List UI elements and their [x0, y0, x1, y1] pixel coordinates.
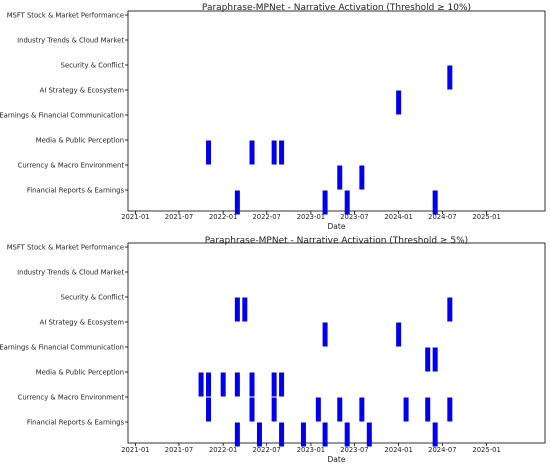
y-tick-label: Industry Trends & Cloud Market: [17, 37, 124, 45]
x-tick-label: 2021-07: [165, 446, 193, 454]
y-tick-label: Financial Reports & Earnings: [27, 419, 125, 427]
y-tick-label: Security & Conflict: [61, 62, 125, 70]
event-bar: [279, 140, 285, 165]
y-tick-label: AI Strategy & Ecosystem: [40, 87, 125, 95]
event-bar: [300, 422, 306, 447]
x-tick-label: 2024-01: [384, 446, 412, 454]
event-bar: [242, 297, 248, 322]
event-bar: [432, 347, 438, 372]
chart-panel-2: Paraphrase-MPNet - Narrative Activation …: [0, 236, 546, 464]
event-bar: [249, 397, 255, 422]
x-tick-label: 2023-01: [297, 213, 325, 221]
y-tick-label: Currency & Macro Environment: [18, 162, 125, 170]
y-tick-label: Earnings & Financial Communication: [0, 112, 124, 120]
event-bar: [359, 397, 365, 422]
event-bar: [344, 422, 350, 447]
event-bar: [206, 397, 212, 422]
event-bar: [359, 165, 365, 190]
x-axis-label: Date: [328, 222, 346, 231]
event-bar: [447, 397, 453, 422]
event-bar: [234, 297, 240, 322]
x-tick-label: 2022-07: [252, 446, 280, 454]
x-tick-label: 2025-01: [472, 213, 500, 221]
event-bar: [249, 372, 255, 397]
event-bar: [279, 372, 285, 397]
y-tick-label: Media & Public Perception: [36, 369, 124, 377]
y-tick-label: Financial Reports & Earnings: [27, 187, 125, 195]
plot-frame: [127, 242, 546, 444]
chart-title: Paraphrase-MPNet - Narrative Activation …: [202, 3, 471, 13]
event-bar: [206, 372, 212, 397]
event-bar: [337, 165, 343, 190]
x-tick-label: 2023-07: [340, 213, 368, 221]
event-bar: [403, 397, 409, 422]
x-tick-label: 2023-07: [340, 446, 368, 454]
x-tick-label: 2023-01: [297, 446, 325, 454]
event-bar: [315, 397, 321, 422]
event-bar: [432, 422, 438, 447]
event-bar: [337, 397, 343, 422]
event-bar: [271, 140, 277, 165]
x-axis-label: Date: [328, 455, 346, 464]
event-bar: [206, 140, 212, 165]
event-bar: [447, 297, 453, 322]
x-tick-label: 2022-01: [209, 446, 237, 454]
y-tick-label: MSFT Stock & Market Performance: [7, 12, 124, 20]
event-bar: [234, 190, 240, 215]
y-tick-label: Security & Conflict: [61, 294, 125, 302]
x-tick-label: 2021-01: [121, 446, 149, 454]
y-tick-label: Earnings & Financial Communication: [0, 344, 124, 352]
plot-frame: [127, 10, 546, 212]
x-tick-label: 2022-07: [252, 213, 280, 221]
event-bar: [220, 372, 226, 397]
event-bar: [249, 140, 255, 165]
event-bar: [425, 347, 431, 372]
x-tick-label: 2025-01: [472, 446, 500, 454]
y-tick-label: Currency & Macro Environment: [18, 394, 125, 402]
event-bar: [432, 190, 438, 215]
chart-panel-1: Paraphrase-MPNet - Narrative Activation …: [0, 3, 546, 231]
event-bar: [366, 422, 372, 447]
event-bar: [447, 65, 453, 90]
y-tick-label: MSFT Stock & Market Performance: [7, 244, 124, 252]
event-bar: [271, 397, 277, 422]
event-bar: [234, 372, 240, 397]
event-bar: [425, 397, 431, 422]
event-bar: [234, 422, 240, 447]
event-bar: [256, 422, 262, 447]
x-tick-label: 2022-01: [209, 213, 237, 221]
event-bar: [271, 372, 277, 397]
chart-title: Paraphrase-MPNet - Narrative Activation …: [205, 236, 468, 246]
event-bar: [396, 322, 402, 347]
y-tick-label: Media & Public Perception: [36, 137, 124, 145]
event-bar: [279, 422, 285, 447]
event-bar: [322, 422, 328, 447]
event-bar: [198, 372, 204, 397]
event-bar: [322, 190, 328, 215]
event-bar: [344, 190, 350, 215]
x-tick-label: 2021-01: [121, 213, 149, 221]
x-tick-label: 2024-07: [428, 213, 456, 221]
y-tick-label: AI Strategy & Ecosystem: [40, 319, 125, 327]
event-bar: [396, 90, 402, 115]
x-tick-label: 2024-07: [428, 446, 456, 454]
x-tick-label: 2024-01: [384, 213, 412, 221]
y-tick-label: Industry Trends & Cloud Market: [17, 269, 124, 277]
event-bar: [322, 322, 328, 347]
x-tick-label: 2021-07: [165, 213, 193, 221]
